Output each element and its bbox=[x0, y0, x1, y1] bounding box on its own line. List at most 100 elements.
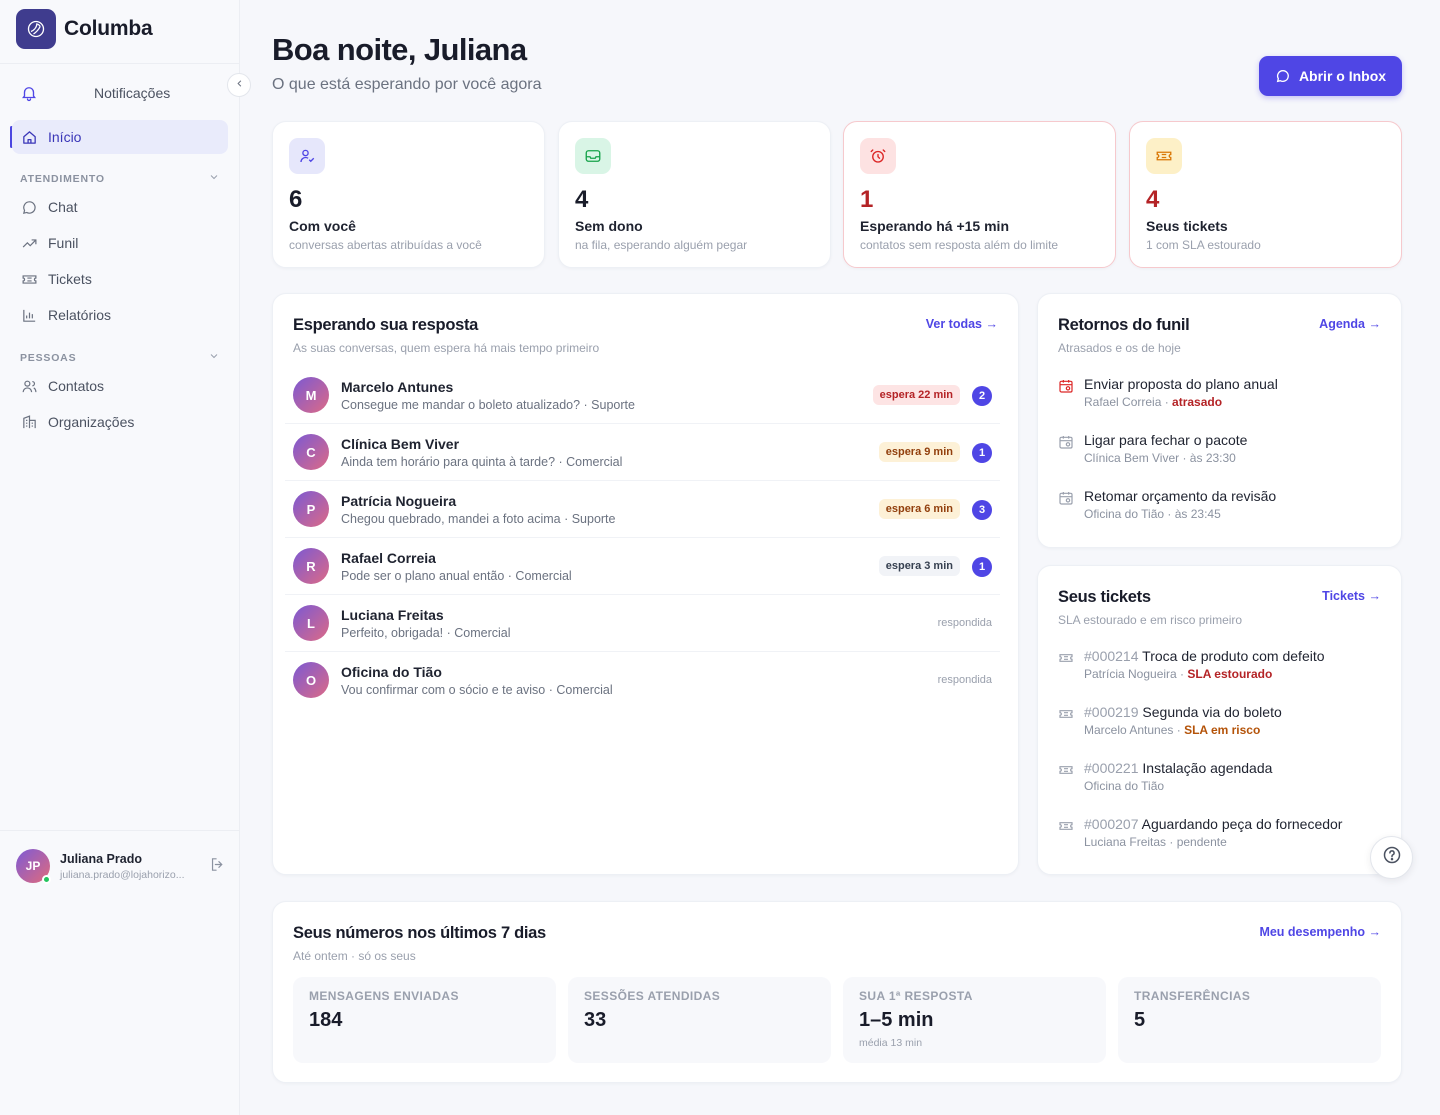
calendar-alert-icon bbox=[1058, 378, 1074, 394]
open-inbox-button[interactable]: Abrir o Inbox bbox=[1259, 56, 1402, 96]
stat-card-esperando[interactable]: 1 Esperando há +15 min contatos sem resp… bbox=[843, 121, 1116, 268]
card-subtitle: Até ontem · só os seus bbox=[293, 949, 416, 963]
stat-label: Seus tickets bbox=[1146, 218, 1228, 234]
ticket-icon bbox=[1058, 818, 1074, 834]
funnel-item[interactable]: Enviar proposta do plano anual Rafael Co… bbox=[1058, 376, 1378, 416]
ticket-item[interactable]: #000214 Troca de produto com defeito Pat… bbox=[1058, 648, 1378, 688]
app-name: Columba bbox=[64, 17, 153, 40]
conversation-row[interactable]: O Oficina do Tião Vou confirmar com o só… bbox=[285, 652, 1000, 709]
bar-chart-icon bbox=[20, 306, 38, 324]
chat-icon bbox=[1275, 68, 1291, 84]
section-pessoas[interactable]: PESSOAS bbox=[20, 350, 220, 365]
stat-value: 4 bbox=[575, 186, 589, 213]
chevron-left-icon bbox=[234, 76, 245, 94]
logout-icon[interactable] bbox=[209, 856, 226, 878]
sidebar-item-relatorios[interactable]: Relatórios bbox=[12, 298, 228, 332]
ticket-number: #000221 bbox=[1084, 760, 1139, 776]
unread-count-badge: 3 bbox=[972, 500, 992, 520]
stat-description: 1 com SLA estourado bbox=[1146, 238, 1261, 252]
ticket-title: #000214 Troca de produto com defeito bbox=[1084, 648, 1325, 664]
last-message: Consegue me mandar o boleto atualizado? … bbox=[341, 398, 635, 412]
conversation-row[interactable]: L Luciana Freitas Perfeito, obrigada! · … bbox=[285, 595, 1000, 652]
brand[interactable]: Columba bbox=[16, 9, 153, 49]
contact-name: Oficina do Tião bbox=[341, 664, 442, 680]
wait-time-badge: espera 9 min bbox=[878, 442, 960, 462]
sidebar-item-contatos[interactable]: Contatos bbox=[12, 369, 228, 403]
ticket-item[interactable]: #000207 Aguardando peça do fornecedor Lu… bbox=[1058, 816, 1378, 856]
arrow-right-icon: → bbox=[1368, 925, 1382, 939]
stat-card-sem-dono[interactable]: 4 Sem dono na fila, esperando alguém peg… bbox=[558, 121, 831, 268]
help-button[interactable] bbox=[1370, 836, 1413, 879]
sidebar-item-organizacoes[interactable]: Organizações bbox=[12, 405, 228, 439]
stat-card-com-voce[interactable]: 6 Com você conversas abertas atribuídas … bbox=[272, 121, 545, 268]
online-status-dot bbox=[42, 875, 51, 884]
unread-count-badge: 1 bbox=[972, 443, 992, 463]
users-icon bbox=[20, 377, 38, 395]
contact-name: Clínica Bem Viver bbox=[341, 436, 460, 452]
ticket-title: #000219 Segunda via do boleto bbox=[1084, 704, 1282, 720]
calendar-clock-icon bbox=[1058, 434, 1074, 450]
sidebar-item-label: Chat bbox=[48, 199, 78, 215]
conversation-row[interactable]: M Marcelo Antunes Consegue me mandar o b… bbox=[285, 367, 1000, 424]
sidebar-item-funil[interactable]: Funil bbox=[12, 226, 228, 260]
avatar: M bbox=[293, 377, 329, 413]
sla-status: SLA estourado bbox=[1187, 667, 1273, 681]
stat-value: 1 bbox=[860, 186, 874, 213]
sidebar-item-chat[interactable]: Chat bbox=[12, 190, 228, 224]
avatar: O bbox=[293, 662, 329, 698]
last-message: Chegou quebrado, mandei a foto acima · S… bbox=[341, 512, 616, 526]
avatar: C bbox=[293, 434, 329, 470]
wait-time-badge: espera 22 min bbox=[872, 385, 960, 405]
card-subtitle: SLA estourado e em risco primeiro bbox=[1058, 613, 1243, 627]
inbox-tray-icon bbox=[575, 138, 611, 174]
sidebar-item-tickets[interactable]: Tickets bbox=[12, 262, 228, 296]
ticket-icon bbox=[1146, 138, 1182, 174]
stat-label: Esperando há +15 min bbox=[860, 218, 1009, 234]
stat-card-seus-tickets[interactable]: 4 Seus tickets 1 com SLA estourado bbox=[1129, 121, 1402, 268]
ticket-item[interactable]: #000219 Segunda via do boleto Marcelo An… bbox=[1058, 704, 1378, 744]
sidebar-item-inicio[interactable]: Início bbox=[12, 120, 228, 154]
ticket-subject: Aguardando peça do fornecedor bbox=[1141, 816, 1343, 832]
user-profile[interactable]: JP Juliana Prado juliana.prado@lojahoriz… bbox=[16, 846, 228, 886]
funnel-item-title: Retomar orçamento da revisão bbox=[1084, 488, 1277, 504]
sidebar-item-label: Início bbox=[48, 129, 82, 145]
ticket-item[interactable]: #000221 Instalação agendada Oficina do T… bbox=[1058, 760, 1378, 800]
overdue-status: atrasado bbox=[1172, 395, 1223, 409]
card-title: Seus tickets bbox=[1058, 588, 1151, 606]
chevron-down-icon bbox=[208, 350, 220, 365]
section-atendimento[interactable]: ATENDIMENTO bbox=[20, 171, 220, 186]
separator: · bbox=[1161, 395, 1173, 409]
chevron-down-icon bbox=[208, 171, 220, 186]
sidebar: Columba Notificações Início ATENDIMENTO … bbox=[0, 0, 240, 1115]
building-icon bbox=[20, 413, 38, 431]
contact-name: Luciana Freitas bbox=[341, 607, 444, 623]
sla-status: SLA em risco bbox=[1184, 723, 1261, 737]
conversation-row[interactable]: R Rafael Correia Pode ser o plano anual … bbox=[285, 538, 1000, 595]
metric-label: SUA 1ª RESPOSTA bbox=[859, 989, 973, 1003]
metric-value: 33 bbox=[584, 1009, 607, 1031]
wait-time-badge: espera 3 min bbox=[878, 556, 960, 576]
arrow-right-icon: → bbox=[985, 317, 999, 331]
card-subtitle: As suas conversas, quem espera há mais t… bbox=[293, 341, 600, 355]
collapse-sidebar-button[interactable] bbox=[227, 73, 251, 97]
ticket-number: #000207 bbox=[1084, 816, 1139, 832]
my-performance-link[interactable]: Meu desempenho → bbox=[1259, 925, 1381, 939]
notifications-item[interactable]: Notificações bbox=[12, 78, 228, 108]
agenda-link[interactable]: Agenda → bbox=[1319, 317, 1381, 331]
funnel-item[interactable]: Ligar para fechar o pacote Clínica Bem V… bbox=[1058, 432, 1378, 472]
answered-status: respondida bbox=[937, 617, 992, 629]
stat-description: na fila, esperando alguém pegar bbox=[575, 238, 748, 252]
conversation-row[interactable]: P Patrícia Nogueira Chegou quebrado, man… bbox=[285, 481, 1000, 538]
metric-tile: MENSAGENS ENVIADAS 184 bbox=[293, 977, 556, 1063]
metric-tile: SUA 1ª RESPOSTA 1–5 min média 13 min bbox=[843, 977, 1106, 1063]
link-label: Meu desempenho bbox=[1259, 925, 1366, 939]
tickets-link[interactable]: Tickets → bbox=[1322, 589, 1381, 603]
stat-description: contatos sem resposta além do limite bbox=[860, 238, 1059, 252]
funnel-item-meta: Clínica Bem Viver · às 23:30 bbox=[1084, 451, 1236, 465]
separator: · bbox=[1176, 667, 1188, 681]
funnel-item[interactable]: Retomar orçamento da revisão Oficina do … bbox=[1058, 488, 1378, 528]
link-label: Ver todas bbox=[925, 317, 983, 331]
see-all-link[interactable]: Ver todas → bbox=[926, 317, 998, 331]
sidebar-item-label: Contatos bbox=[48, 378, 105, 394]
conversation-row[interactable]: C Clínica Bem Viver Ainda tem horário pa… bbox=[285, 424, 1000, 481]
